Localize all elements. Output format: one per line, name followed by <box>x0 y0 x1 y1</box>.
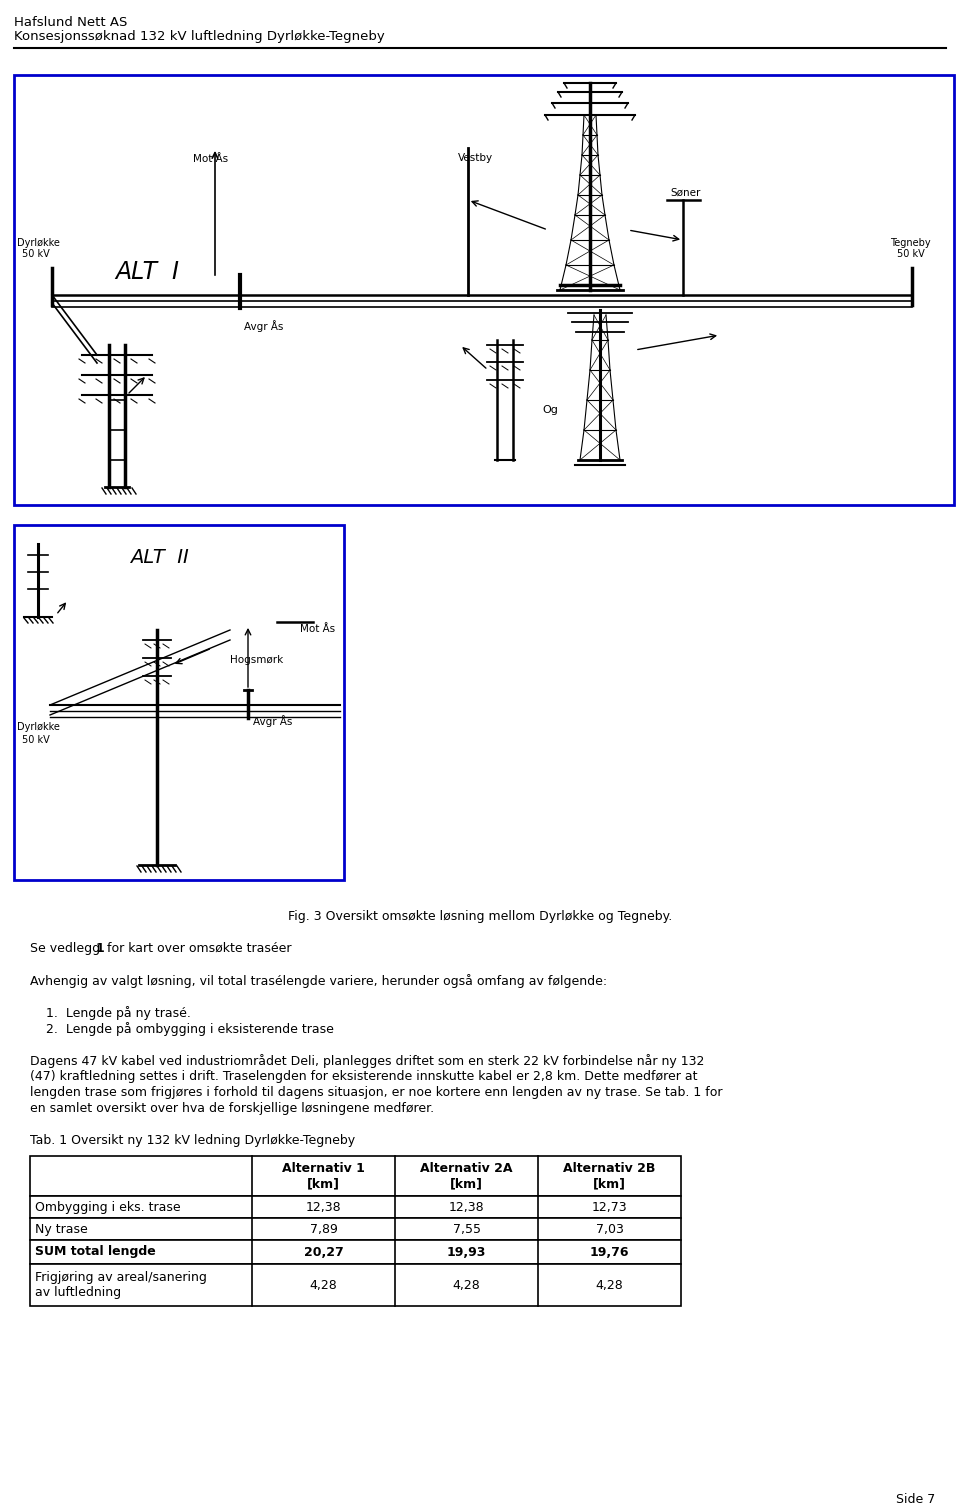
Text: Vestby: Vestby <box>458 153 493 163</box>
Bar <box>30 1157 681 1196</box>
Text: Fig. 3 Oversikt omsøkte løsning mellom Dyrløkke og Tegneby.: Fig. 3 Oversikt omsøkte løsning mellom D… <box>288 910 672 922</box>
Bar <box>30 1219 681 1240</box>
Text: 7,89: 7,89 <box>309 1223 337 1235</box>
Text: Se vedlegg: Se vedlegg <box>30 942 104 956</box>
Text: Alternativ 2B
[km]: Alternativ 2B [km] <box>564 1163 656 1190</box>
Text: 4,28: 4,28 <box>310 1279 337 1291</box>
Text: 4,28: 4,28 <box>595 1279 623 1291</box>
Text: 1.  Lengde på ny trasé.: 1. Lengde på ny trasé. <box>30 1005 191 1021</box>
Text: en samlet oversikt over hva de forskjellige løsningene medfører.: en samlet oversikt over hva de forskjell… <box>30 1102 434 1114</box>
Text: Dyrløkke: Dyrløkke <box>17 723 60 732</box>
Text: Avgr Ås: Avgr Ås <box>244 321 283 333</box>
Text: Hafslund Nett AS: Hafslund Nett AS <box>14 17 128 29</box>
Text: lengden trase som frigjøres i forhold til dagens situasjon, er noe kortere enn l: lengden trase som frigjøres i forhold ti… <box>30 1086 723 1099</box>
Text: Og: Og <box>542 405 558 414</box>
Text: 50 kV: 50 kV <box>22 249 50 259</box>
Text: Frigjøring av areal/sanering
av luftledning: Frigjøring av areal/sanering av luftledn… <box>35 1272 206 1299</box>
Bar <box>30 1196 681 1219</box>
Text: ALT  II: ALT II <box>130 547 189 567</box>
Text: 50 kV: 50 kV <box>22 735 50 745</box>
Text: 12,38: 12,38 <box>448 1201 484 1214</box>
Text: Side 7: Side 7 <box>896 1492 935 1506</box>
Text: Dagens 47 kV kabel ved industriområdet Deli, planlegges driftet som en sterk 22 : Dagens 47 kV kabel ved industriområdet D… <box>30 1054 705 1067</box>
Text: 19,76: 19,76 <box>589 1246 629 1258</box>
Text: Ny trase: Ny trase <box>35 1223 87 1235</box>
Text: Ombygging i eks. trase: Ombygging i eks. trase <box>35 1201 180 1214</box>
Text: Tegneby: Tegneby <box>890 237 930 248</box>
Text: 1: 1 <box>96 942 105 956</box>
Text: 20,27: 20,27 <box>303 1246 344 1258</box>
Bar <box>30 1264 681 1306</box>
Text: ALT  I: ALT I <box>115 260 179 284</box>
Text: 2.  Lengde på ombygging i eksisterende trase: 2. Lengde på ombygging i eksisterende tr… <box>30 1022 334 1036</box>
Bar <box>14 525 344 880</box>
Text: Dyrløkke: Dyrløkke <box>17 237 60 248</box>
Text: for kart over omsøkte traséer: for kart over omsøkte traséer <box>103 942 292 956</box>
Bar <box>14 76 954 505</box>
Text: 12,38: 12,38 <box>305 1201 342 1214</box>
Bar <box>30 1240 681 1264</box>
Text: Alternativ 2A
[km]: Alternativ 2A [km] <box>420 1163 513 1190</box>
Text: Mot Ås: Mot Ås <box>193 154 228 163</box>
Text: 7,55: 7,55 <box>452 1223 481 1235</box>
Text: 12,73: 12,73 <box>591 1201 627 1214</box>
Text: Mot Ås: Mot Ås <box>300 624 335 634</box>
Text: 7,03: 7,03 <box>595 1223 623 1235</box>
Text: Tab. 1 Oversikt ny 132 kV ledning Dyrløkke-Tegneby: Tab. 1 Oversikt ny 132 kV ledning Dyrløk… <box>30 1134 355 1148</box>
Text: Søner: Søner <box>670 187 701 198</box>
Text: 50 kV: 50 kV <box>897 249 924 259</box>
Text: 4,28: 4,28 <box>452 1279 480 1291</box>
Text: Avgr Ås: Avgr Ås <box>253 715 293 727</box>
Text: Hogsmørk: Hogsmørk <box>230 655 283 665</box>
Text: Konsesjonssøknad 132 kV luftledning Dyrløkke-Tegneby: Konsesjonssøknad 132 kV luftledning Dyrl… <box>14 30 385 42</box>
Text: (47) kraftledning settes i drift. Traselengden for eksisterende innskutte kabel : (47) kraftledning settes i drift. Trasel… <box>30 1070 698 1083</box>
Text: Avhengig av valgt løsning, vil total trasélengde variere, herunder også omfang a: Avhengig av valgt løsning, vil total tra… <box>30 974 607 987</box>
Text: 19,93: 19,93 <box>446 1246 486 1258</box>
Text: SUM total lengde: SUM total lengde <box>35 1246 156 1258</box>
Text: Alternativ 1
[km]: Alternativ 1 [km] <box>282 1163 365 1190</box>
